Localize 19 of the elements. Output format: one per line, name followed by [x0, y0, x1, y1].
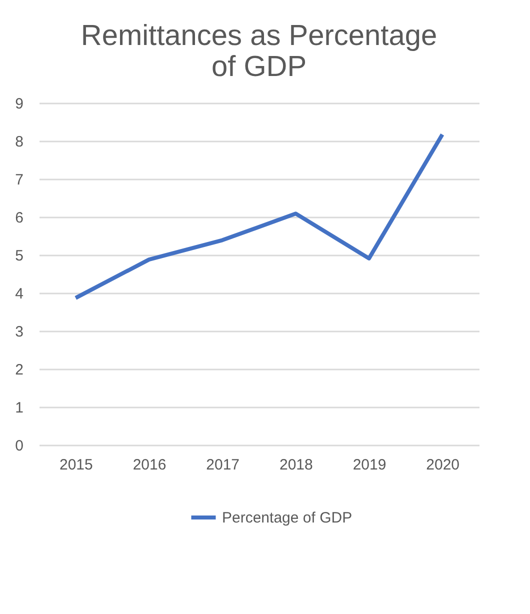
chart-title: Remittances as Percentage of GDP: [80, 20, 438, 83]
x-tick-label: 2018: [279, 456, 313, 474]
y-tick-label: 6: [15, 210, 24, 226]
y-tick-label: 7: [15, 172, 24, 188]
x-tick-label: 2019: [352, 456, 386, 474]
x-tick-label: 2016: [132, 456, 166, 474]
y-tick-label: 2: [15, 362, 24, 378]
x-tick-label: 2017: [206, 456, 240, 474]
y-tick-label: 8: [15, 134, 24, 150]
x-tick-label: 2015: [59, 456, 93, 474]
y-tick-label: 3: [15, 324, 24, 340]
x-tick-label: 2020: [426, 456, 460, 474]
y-tick-label: 9: [15, 96, 24, 112]
y-tick-label: 5: [15, 248, 24, 264]
y-tick-label: 4: [15, 286, 24, 302]
legend-label: Percentage of GDP: [222, 510, 352, 526]
y-tick-label: 0: [15, 438, 24, 454]
y-tick-label: 1: [15, 400, 24, 416]
line-series: [74, 132, 444, 300]
